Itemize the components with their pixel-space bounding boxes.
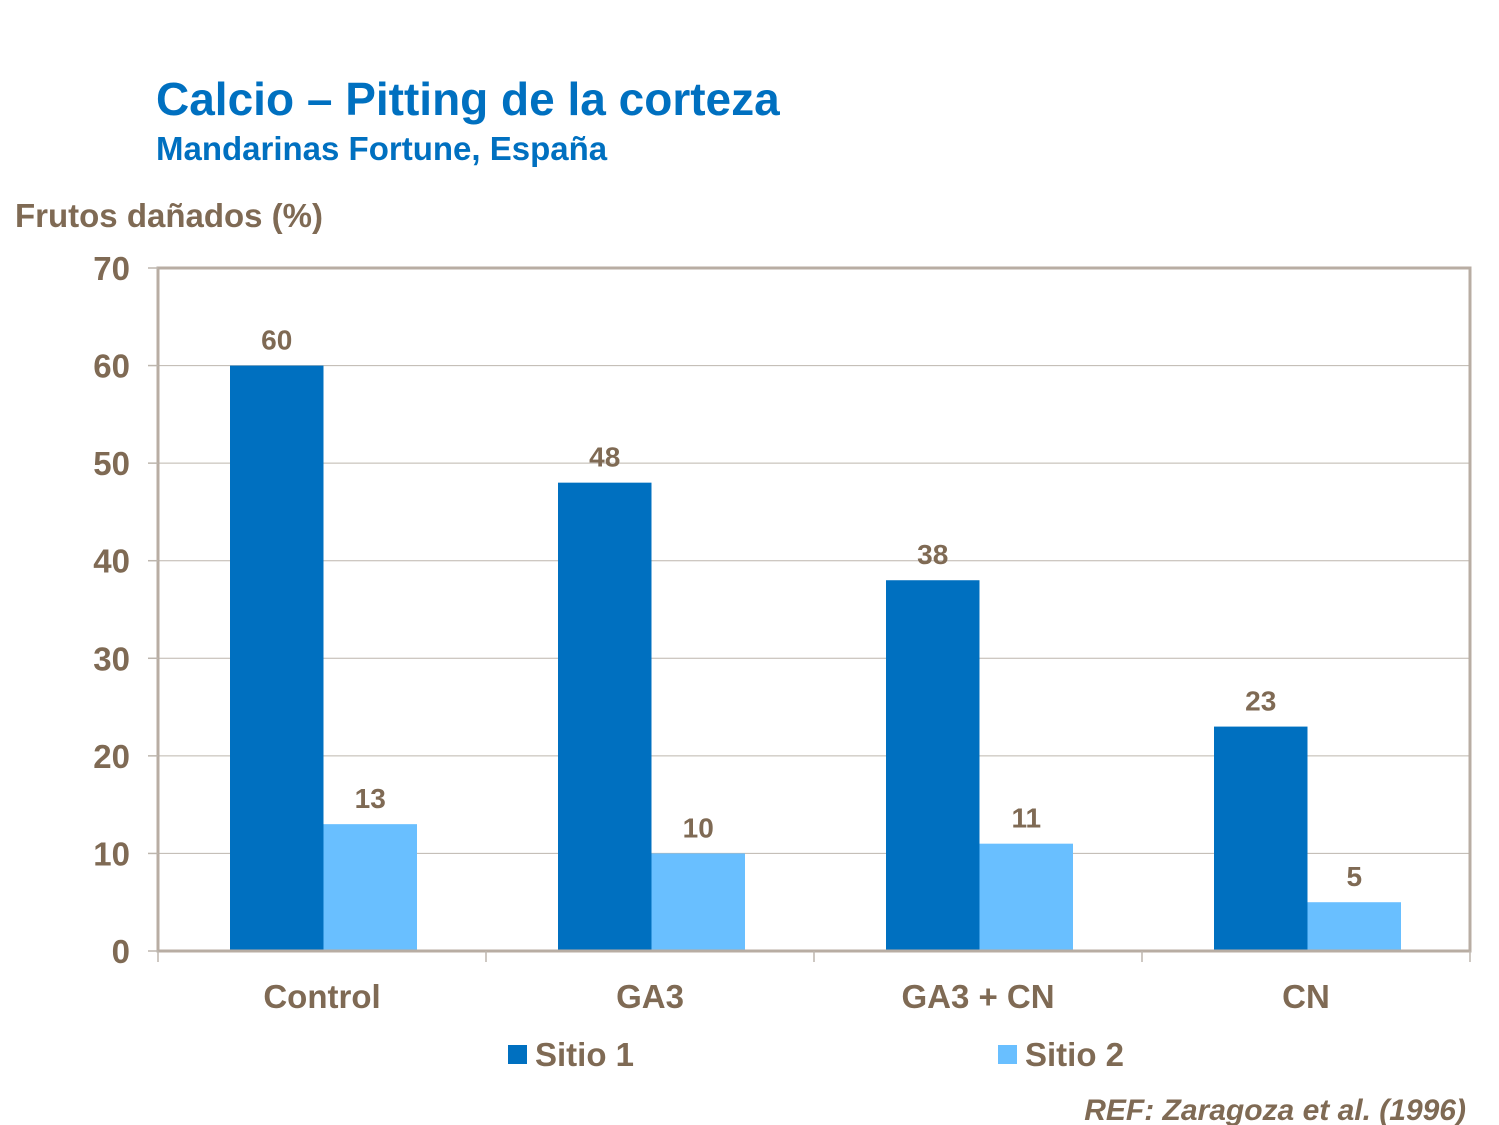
- bar-sitio-1: [1214, 726, 1308, 951]
- y-tick-label: 0: [112, 933, 130, 970]
- y-tick-label: 40: [93, 543, 130, 580]
- x-tick-label: GA3: [616, 978, 684, 1015]
- bar-sitio-1: [886, 580, 980, 951]
- x-tick-label: Control: [263, 978, 380, 1015]
- data-label: 10: [683, 812, 714, 843]
- data-label: 60: [261, 325, 292, 356]
- y-tick-label: 10: [93, 835, 130, 872]
- y-tick-label: 70: [93, 250, 130, 287]
- data-label: 23: [1245, 686, 1276, 717]
- y-tick-label: 60: [93, 348, 130, 385]
- legend-swatch: [998, 1045, 1017, 1064]
- x-tick-label: GA3 + CN: [901, 978, 1054, 1015]
- data-label: 13: [355, 783, 386, 814]
- bar-sitio-2: [1307, 902, 1401, 951]
- y-tick-label: 50: [93, 445, 130, 482]
- bar-sitio-2: [651, 853, 745, 951]
- y-tick-label: 20: [93, 738, 130, 775]
- chart-title: Calcio – Pitting de la corteza: [156, 73, 780, 125]
- data-label: 5: [1346, 861, 1362, 892]
- x-tick-label: CN: [1282, 978, 1330, 1015]
- bar-sitio-1: [230, 365, 324, 952]
- bar-sitio-1: [558, 482, 652, 951]
- data-label: 48: [589, 442, 620, 473]
- data-label: 11: [1011, 803, 1041, 834]
- bar-sitio-2: [979, 843, 1073, 951]
- y-axis-label: Frutos dañados (%): [15, 197, 323, 234]
- data-label: 38: [917, 539, 948, 570]
- bar-sitio-2: [323, 824, 417, 951]
- reference-annotation: REF: Zaragoza et al. (1996): [1084, 1094, 1466, 1125]
- legend-label: Sitio 1: [535, 1036, 634, 1073]
- legend-label: Sitio 2: [1025, 1036, 1124, 1073]
- legend-swatch: [508, 1045, 527, 1064]
- y-tick-label: 30: [93, 640, 130, 677]
- chart-subtitle: Mandarinas Fortune, España: [156, 130, 608, 167]
